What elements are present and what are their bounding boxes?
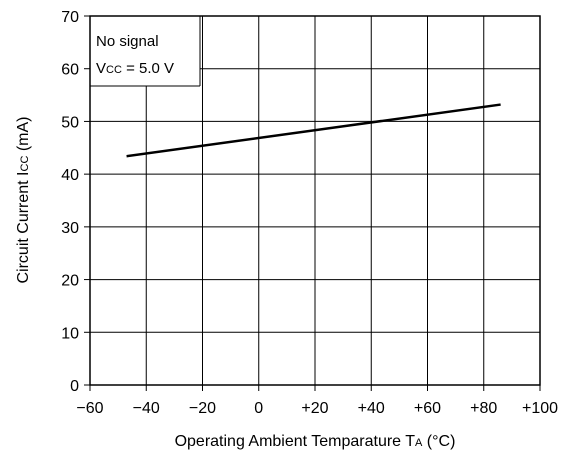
annotation-background bbox=[90, 16, 200, 86]
series-line-circuit-current bbox=[126, 103, 501, 158]
y-tick-label: 40 bbox=[61, 167, 79, 184]
annotation-box: No signal VCC = 5.0 V bbox=[90, 16, 201, 87]
x-tick-label: −60 bbox=[76, 400, 103, 417]
x-tick-label: +40 bbox=[358, 400, 385, 417]
y-tick-label: 70 bbox=[61, 9, 79, 26]
annotation-line2: VCC = 5.0 V bbox=[96, 60, 174, 77]
x-tick-label: 0 bbox=[254, 400, 263, 417]
x-tick-label: +80 bbox=[470, 400, 497, 417]
grid bbox=[84, 15, 541, 391]
x-tick-label: +60 bbox=[414, 400, 441, 417]
x-axis-label: Operating Ambient Temparature TA (°C) bbox=[175, 433, 456, 450]
y-tick-label: 20 bbox=[61, 273, 79, 290]
x-tick-label: +100 bbox=[522, 400, 558, 417]
y-tick-label: 30 bbox=[61, 220, 79, 237]
y-tick-label: 50 bbox=[61, 114, 79, 131]
y-axis-label: Circuit Current ICC (mA) bbox=[15, 116, 32, 283]
x-tick-label: −40 bbox=[133, 400, 160, 417]
series-layer bbox=[126, 103, 501, 158]
x-tick-label: +20 bbox=[301, 400, 328, 417]
annotation-line1: No signal bbox=[96, 33, 159, 50]
y-tick-label: 10 bbox=[61, 325, 79, 342]
plot-frame bbox=[89, 15, 541, 386]
x-tick-label: −20 bbox=[189, 400, 216, 417]
tick-labels: −60 −40 −20 0 +20 +40 +60 +80 +100 0 10 20 30 40 50 60 7… bbox=[61, 9, 558, 417]
y-tick-label: 60 bbox=[61, 62, 79, 79]
y-tick-label: 0 bbox=[70, 378, 79, 395]
